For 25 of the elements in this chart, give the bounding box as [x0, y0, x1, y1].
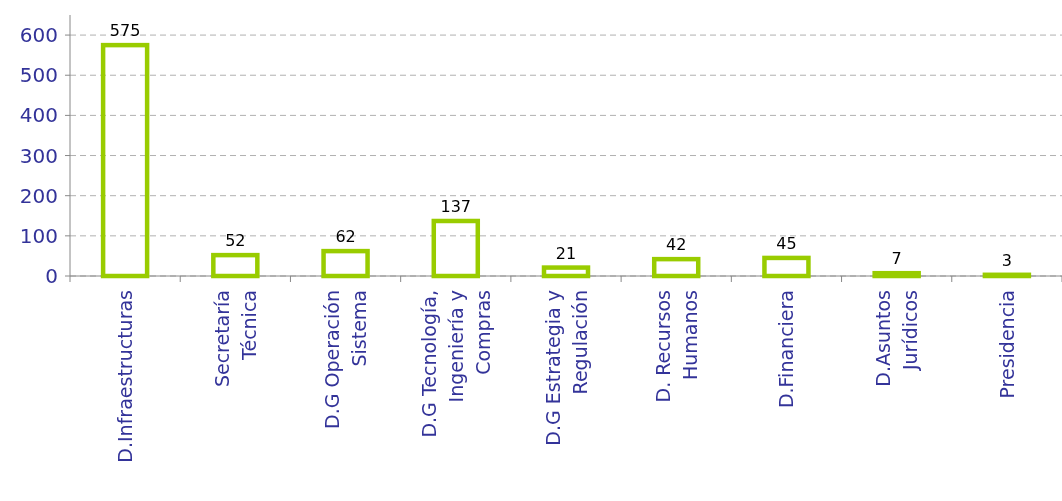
y-tick-label: 300 [19, 143, 58, 168]
data-label: 3 [1001, 250, 1012, 270]
data-label: 62 [335, 227, 356, 247]
y-tick-label: 100 [19, 223, 58, 248]
data-label: 137 [440, 196, 472, 216]
y-tick-label: 400 [19, 103, 58, 128]
y-tick-label: 200 [19, 183, 58, 208]
x-tick-label: D.Asuntos Jurídicos [872, 290, 922, 387]
x-tick-label: D.G Estrategia y Regulación [541, 290, 591, 446]
x-tick-label: D.G Tecnología, Ingeniería y Compras [417, 290, 494, 438]
data-label: 7 [891, 249, 902, 269]
y-tick-label: 500 [19, 63, 58, 88]
y-tick-label: 600 [19, 23, 58, 48]
data-label: 42 [666, 235, 687, 255]
x-tick-label: D.G Operación Sistema [321, 290, 371, 429]
x-tick-label: D.Financiera [775, 290, 798, 409]
x-tick-label: D. Recursos Humanos [651, 290, 701, 403]
x-tick-label: Secretaría Técnica [210, 290, 260, 388]
x-tick-label: D.Infraestructuras [114, 290, 137, 463]
data-label: 52 [225, 231, 246, 251]
data-label: 575 [109, 21, 141, 41]
x-tick-label: Presidencia [995, 290, 1018, 399]
y-tick-label: 0 [45, 264, 58, 288]
data-label: 45 [776, 233, 797, 253]
data-label: 21 [555, 243, 577, 263]
